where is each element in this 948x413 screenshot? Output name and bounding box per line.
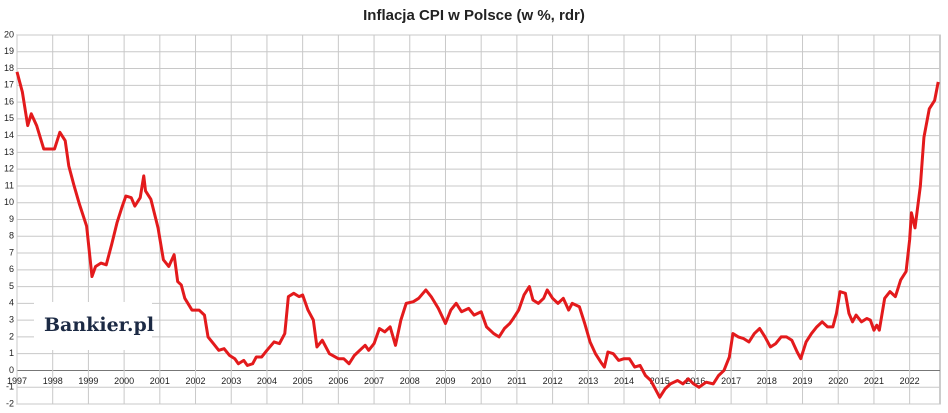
x-tick-label: 2019 <box>793 376 813 386</box>
y-tick-label: 9 <box>9 214 14 224</box>
x-tick-label: 2011 <box>507 376 526 386</box>
y-tick-label: 2 <box>9 331 14 341</box>
y-tick-label: 6 <box>9 264 14 274</box>
y-tick-label: 19 <box>4 46 14 56</box>
x-tick-label: 2002 <box>186 376 206 386</box>
x-tick-label: 2021 <box>864 376 884 386</box>
x-tick-label: 1999 <box>78 376 98 386</box>
y-tick-label: -2 <box>6 398 14 408</box>
y-tick-label: 0 <box>9 365 14 375</box>
y-tick-label: 3 <box>9 315 14 325</box>
x-tick-label: 2000 <box>114 376 134 386</box>
y-tick-label: 16 <box>4 96 14 106</box>
y-tick-label: -1 <box>6 382 14 392</box>
y-tick-label: 11 <box>5 180 14 190</box>
x-tick-label: 2005 <box>293 376 313 386</box>
y-tick-label: 8 <box>9 231 14 241</box>
x-tick-label: 2004 <box>257 376 277 386</box>
x-tick-label: 2015 <box>650 376 670 386</box>
x-tick-label: 2017 <box>721 376 741 386</box>
watermark: Bankier.pl <box>44 314 154 336</box>
x-tick-label: 2006 <box>328 376 348 386</box>
x-tick-label: 2007 <box>364 376 384 386</box>
line-series <box>15 71 940 399</box>
watermark-box <box>34 302 152 350</box>
y-tick-label: 1 <box>9 348 14 358</box>
y-tick-label: 15 <box>4 113 14 123</box>
y-tick-label: 17 <box>4 80 14 90</box>
y-tick-label: 5 <box>9 281 14 291</box>
x-tick-label: 2014 <box>614 376 634 386</box>
x-tick-label: 2013 <box>578 376 598 386</box>
y-tick-label: 10 <box>4 197 14 207</box>
x-tick-label: 2008 <box>400 376 420 386</box>
x-tick-label: 1997 <box>7 376 27 386</box>
x-tick-label: 2022 <box>900 376 920 386</box>
y-tick-label: 20 <box>4 29 14 39</box>
x-tick-label: 2001 <box>150 376 170 386</box>
y-tick-label: 18 <box>4 63 14 73</box>
x-tick-label: 2003 <box>221 376 241 386</box>
x-tick-label: 2010 <box>471 376 491 386</box>
x-tick-label: 2020 <box>828 376 848 386</box>
y-tick-label: 7 <box>9 247 14 257</box>
x-tick-label: 2009 <box>435 376 455 386</box>
x-tick-label: 2016 <box>685 376 705 386</box>
x-tick-label: 2018 <box>757 376 777 386</box>
y-tick-label: 12 <box>4 164 14 174</box>
chart-title: Inflacja CPI w Polsce (w %, rdr) <box>363 7 585 24</box>
y-tick-label: 14 <box>4 130 14 140</box>
plot <box>15 71 940 399</box>
y-tick-label: 4 <box>9 298 14 308</box>
x-tick-label: 2012 <box>543 376 563 386</box>
y-tick-label: 13 <box>4 147 14 157</box>
x-tick-label: 1998 <box>43 376 63 386</box>
